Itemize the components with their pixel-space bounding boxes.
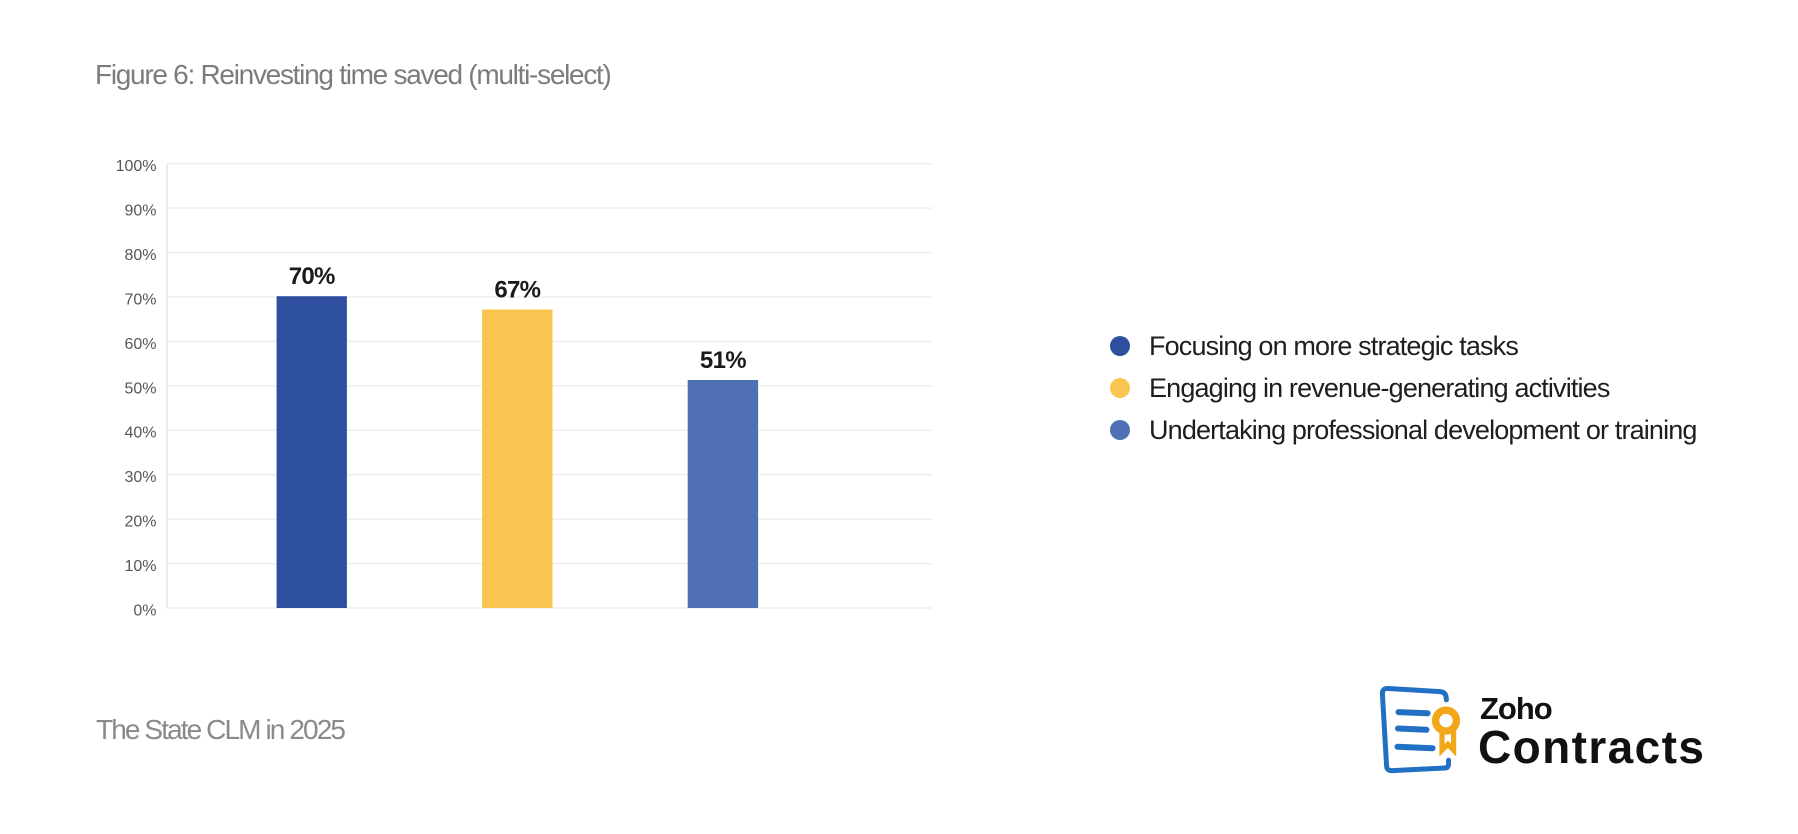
svg-text:60%: 60% [124, 336, 156, 353]
svg-text:80%: 80% [124, 247, 156, 264]
svg-text:100%: 100% [116, 158, 157, 175]
svg-text:40%: 40% [124, 425, 156, 442]
svg-text:20%: 20% [124, 514, 156, 531]
svg-text:70%: 70% [289, 263, 335, 290]
svg-text:10%: 10% [124, 558, 156, 575]
svg-text:67%: 67% [494, 276, 540, 303]
svg-text:51%: 51% [700, 347, 746, 374]
svg-text:30%: 30% [124, 469, 156, 486]
svg-text:50%: 50% [124, 380, 156, 397]
svg-text:0%: 0% [133, 602, 156, 619]
svg-text:90%: 90% [124, 203, 156, 220]
svg-text:70%: 70% [124, 291, 156, 308]
